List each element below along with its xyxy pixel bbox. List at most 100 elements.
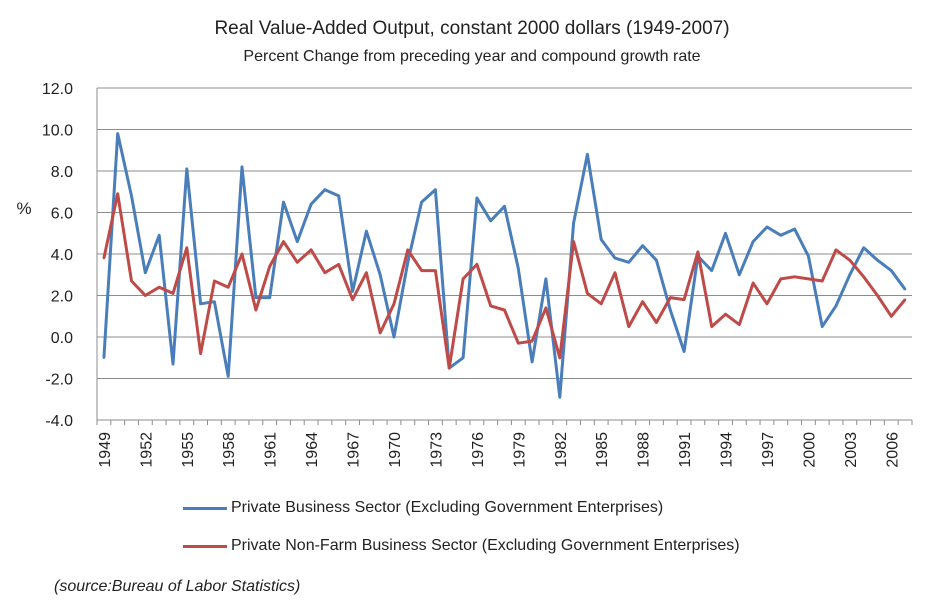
data-point: [848, 273, 852, 276]
data-point: [738, 323, 741, 326]
x-tick-label: 1988: [636, 432, 653, 468]
x-tick-label: 1973: [428, 432, 445, 468]
data-point: [558, 356, 561, 359]
data-point: [669, 296, 672, 299]
data-point: [641, 300, 644, 303]
data-point: [420, 200, 423, 204]
data-point: [793, 275, 796, 279]
data-point: [116, 192, 119, 196]
data-point: [765, 302, 769, 305]
data-point: [102, 256, 106, 260]
data-point: [779, 234, 782, 237]
data-point: [890, 269, 893, 272]
data-point: [157, 234, 161, 237]
data-point: [503, 205, 506, 208]
y-tick-label: 8.0: [51, 164, 73, 181]
data-point: [392, 335, 396, 339]
chart-subtitle: Percent Change from preceding year and c…: [243, 48, 701, 65]
data-point: [751, 240, 755, 243]
data-point: [378, 273, 382, 276]
data-point: [544, 277, 548, 281]
data-point: [199, 352, 202, 355]
data-point: [461, 277, 465, 281]
data-point: [365, 271, 368, 274]
data-point: [240, 252, 244, 256]
data-point: [323, 271, 327, 274]
data-point: [807, 277, 810, 281]
data-point: [599, 238, 603, 241]
data-point: [130, 279, 133, 283]
data-point: [710, 269, 713, 272]
x-tick-label: 2003: [843, 432, 860, 468]
data-point: [765, 225, 769, 229]
data-point: [862, 246, 865, 249]
data-point: [475, 263, 479, 266]
data-point: [157, 286, 161, 289]
data-point: [489, 219, 492, 222]
data-point: [586, 153, 589, 156]
data-point: [876, 259, 879, 262]
data-point: [558, 395, 561, 399]
data-point: [613, 256, 617, 260]
data-point: [448, 366, 451, 370]
x-tick-label: 1958: [221, 432, 238, 468]
data-point: [530, 360, 534, 364]
data-point: [171, 362, 175, 366]
x-tick-label: 2006: [884, 432, 901, 468]
x-tick-label: 1982: [553, 432, 570, 468]
legend-label-private-business: Private Business Sector (Excluding Gover…: [231, 499, 664, 516]
x-tick-label: 1961: [263, 432, 280, 468]
data-point: [876, 294, 879, 297]
x-tick-label: 1976: [470, 432, 487, 468]
y-tick-label: 4.0: [51, 247, 73, 264]
data-point: [627, 325, 631, 328]
data-point: [309, 248, 313, 252]
data-point: [351, 290, 354, 293]
data-point: [309, 203, 313, 206]
series-line-1: [102, 132, 907, 399]
data-point: [337, 263, 340, 266]
data-point: [378, 331, 382, 335]
legend-entry-private-nonfarm: Private Non-Farm Business Sector (Exclud…: [183, 537, 740, 555]
data-point: [586, 292, 589, 295]
data-point: [682, 350, 686, 353]
data-point: [406, 261, 410, 264]
data-point: [434, 188, 437, 191]
data-point: [227, 375, 230, 378]
data-point: [599, 302, 603, 305]
legend-swatch-red: [183, 544, 227, 548]
chart-title: Real Value-Added Output, constant 2000 d…: [214, 18, 730, 39]
data-point: [296, 240, 299, 243]
data-point: [903, 288, 907, 291]
data-point: [655, 259, 658, 262]
data-point: [102, 356, 106, 359]
x-tick-label: 1955: [180, 432, 197, 468]
x-tick-label: 1964: [304, 432, 321, 468]
x-tick-label: 1949: [97, 432, 114, 468]
data-point: [724, 232, 727, 235]
data-point: [627, 261, 631, 264]
data-point: [240, 165, 244, 169]
data-point: [268, 296, 271, 299]
data-point: [738, 273, 741, 276]
data-point: [821, 279, 824, 283]
x-tick-label: 1952: [138, 432, 155, 468]
data-point: [793, 227, 796, 231]
data-point: [655, 321, 658, 324]
x-tick-label: 1997: [760, 432, 777, 468]
data-point: [779, 277, 782, 281]
data-point: [821, 325, 824, 328]
y-axis-label: %: [16, 199, 31, 218]
legend-swatch-blue: [183, 506, 227, 510]
data-point: [572, 240, 575, 243]
data-point: [724, 312, 727, 316]
data-point: [682, 298, 686, 301]
data-point: [834, 304, 838, 308]
x-tick-label: 1970: [387, 432, 404, 468]
data-point: [420, 269, 423, 272]
data-point: [903, 298, 907, 301]
data-point: [116, 132, 119, 135]
data-point: [365, 229, 368, 233]
data-point: [848, 259, 852, 262]
